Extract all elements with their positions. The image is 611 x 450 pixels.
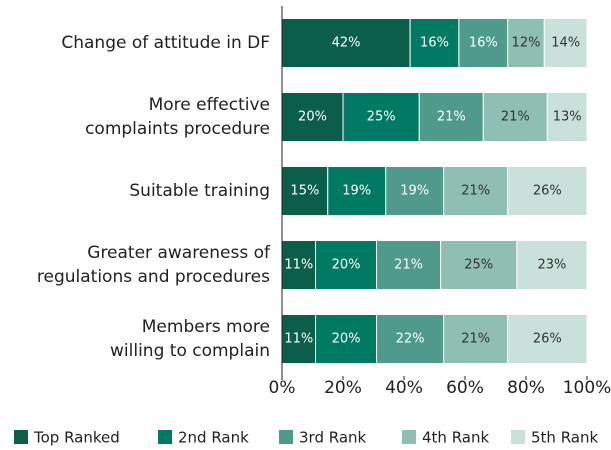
legend-label: Top Ranked: [33, 429, 120, 447]
x-tick-label: 80%: [507, 378, 545, 398]
x-tick-label: 100%: [563, 378, 611, 398]
value-label: 19%: [400, 184, 429, 199]
x-tick-label: 40%: [385, 378, 423, 398]
value-label: 16%: [420, 36, 449, 51]
bar-segment: [385, 166, 445, 216]
category-label: regulations and procedures: [37, 267, 270, 287]
bar-segment: [315, 240, 378, 290]
bar-segment: [342, 92, 420, 142]
category-label: complaints procedure: [85, 119, 270, 139]
category-label: Members more: [142, 317, 270, 337]
category-label: willing to complain: [110, 341, 270, 361]
legend-swatch: [279, 430, 293, 444]
legend-swatch: [158, 430, 172, 444]
value-label: 15%: [290, 184, 319, 199]
value-label: 21%: [437, 110, 466, 125]
value-label: 22%: [396, 332, 425, 347]
value-label: 20%: [298, 110, 327, 125]
bar-segment: [507, 314, 588, 364]
legend-label: 5th Rank: [531, 429, 598, 447]
legend-label: 4th Rank: [422, 429, 489, 447]
value-label: 13%: [553, 110, 582, 125]
value-label: 21%: [461, 184, 490, 199]
value-label: 21%: [501, 110, 530, 125]
bar-segment: [315, 314, 378, 364]
value-label: 11%: [284, 258, 313, 273]
bar-segment: [376, 240, 442, 290]
bar-segment: [327, 166, 387, 216]
bar-segment: [418, 92, 484, 142]
x-tick-label: 60%: [446, 378, 484, 398]
value-label: 11%: [284, 332, 313, 347]
category-label: More effective: [149, 95, 270, 115]
x-tick-label: 0%: [269, 378, 296, 398]
value-label: 26%: [533, 332, 562, 347]
value-label: 25%: [367, 110, 396, 125]
value-label: 25%: [464, 258, 493, 273]
value-label: 19%: [342, 184, 371, 199]
legend-label: 2nd Rank: [178, 429, 249, 447]
legend-swatch: [511, 430, 525, 444]
legend-swatch: [14, 430, 28, 444]
bar-segment: [458, 18, 509, 68]
bar-segment: [546, 92, 588, 142]
category-label: Suitable training: [129, 181, 270, 201]
value-label: 12%: [512, 36, 541, 51]
bar-segment: [516, 240, 588, 290]
legend-label: 3rd Rank: [299, 429, 367, 447]
bar-segment: [543, 18, 588, 68]
bar-segment: [443, 166, 509, 216]
value-label: 42%: [332, 36, 361, 51]
value-label: 20%: [332, 332, 361, 347]
value-label: 23%: [537, 258, 566, 273]
legend-swatch: [402, 430, 416, 444]
value-label: 26%: [533, 184, 562, 199]
value-label: 14%: [551, 36, 580, 51]
value-label: 20%: [332, 258, 361, 273]
value-label: 21%: [394, 258, 423, 273]
bar-segment: [440, 240, 518, 290]
bar-segment: [376, 314, 445, 364]
category-label: Greater awareness of: [87, 243, 271, 263]
x-tick-label: 20%: [324, 378, 362, 398]
bar-segment: [482, 92, 548, 142]
bar-segment: [409, 18, 460, 68]
value-label: 16%: [469, 36, 498, 51]
bar-segment: [507, 166, 588, 216]
bar-segment: [281, 314, 317, 364]
value-label: 21%: [461, 332, 490, 347]
category-label: Change of attitude in DF: [61, 33, 270, 53]
bar-segment: [281, 18, 411, 68]
